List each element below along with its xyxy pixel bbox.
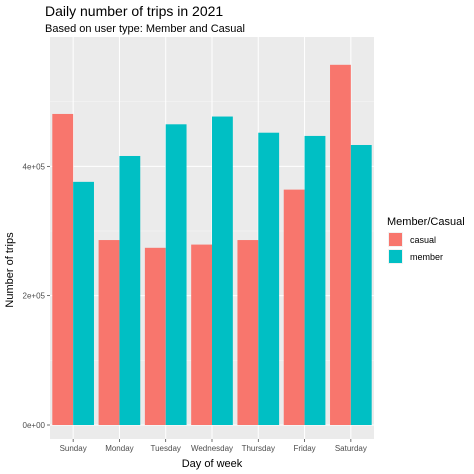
bar-casual-thursday [237,240,259,425]
x-tick-label: Thursday [242,444,275,453]
legend-swatch-member [389,250,402,263]
y-tick-label: 2e+05 [23,292,46,301]
bar-member-friday [304,135,326,425]
chart-title: Daily number of trips in 2021 [45,3,223,19]
legend-label-member: member [410,252,443,262]
x-tick-label: Wednesday [191,444,233,453]
bar-member-sunday [73,181,94,425]
bar-member-thursday [258,132,280,425]
x-tick-label: Sunday [60,444,87,453]
bar-member-wednesday [212,116,233,425]
x-tick-label: Friday [293,444,315,453]
x-tick-label: Saturday [335,444,367,453]
y-tick-label: 0e+00 [23,421,46,430]
chart-subtitle: Based on user type: Member and Casual [45,23,245,35]
bar-casual-wednesday [191,244,212,425]
legend: Member/Casual casual member [387,216,465,264]
x-axis: Sunday Monday Tuesday Wednesday Thursday Frid… [60,439,367,453]
y-axis-title: Number of trips [4,232,16,308]
bar-casual-sunday [52,113,74,425]
x-axis-title: Day of week [182,458,243,470]
y-axis: 0e+00 2e+05 4e+05 [23,162,50,430]
bar-casual-tuesday [144,247,166,425]
bars [52,64,372,426]
bar-casual-monday [98,240,120,425]
y-tick-label: 4e+05 [23,162,46,171]
x-tick-label: Monday [105,444,133,453]
x-tick-label: Tuesday [151,444,181,453]
legend-title: Member/Casual [387,216,465,228]
legend-swatch-casual [389,233,402,246]
bar-member-monday [119,155,141,425]
bar-member-tuesday [165,124,187,426]
bar-casual-saturday [330,64,351,425]
legend-label-casual: casual [410,235,436,245]
bar-member-saturday [350,144,372,425]
bar-casual-friday [283,189,305,425]
